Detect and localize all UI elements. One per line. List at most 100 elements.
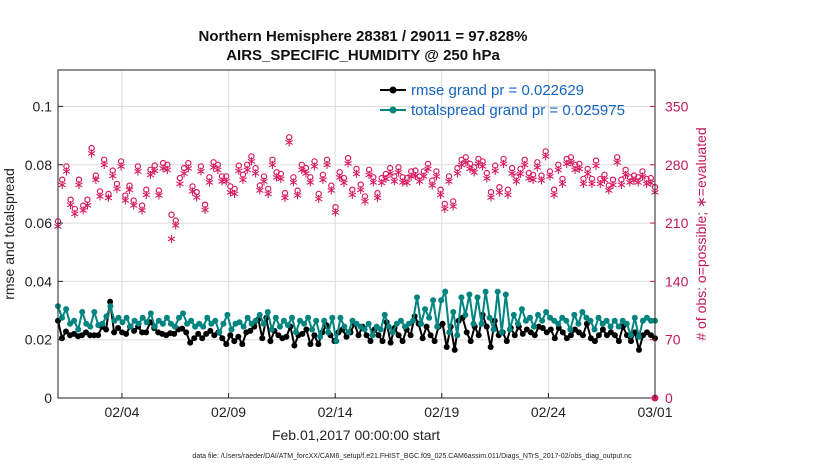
- data-point: [539, 317, 546, 324]
- evaluated-obs-marker: ∗: [393, 165, 404, 180]
- x-tick-label: 02/14: [318, 404, 353, 420]
- data-point: [443, 344, 450, 350]
- possible-obs-marker: [67, 196, 74, 203]
- data-point: [502, 291, 509, 298]
- data-point: [410, 317, 416, 324]
- evaluated-obs-marker: ∗: [460, 155, 471, 170]
- evaluated-obs-marker: ∗: [385, 166, 396, 181]
- data-point: [615, 323, 622, 330]
- data-point: [180, 310, 186, 317]
- evaluated-obs-marker: ∗: [536, 174, 547, 189]
- data-point: [591, 338, 598, 345]
- data-point: [571, 311, 578, 318]
- series-layer: ∗∗∗∗∗∗∗∗∗∗∗∗∗∗∗∗∗∗∗∗∗∗∗∗∗∗∗∗∗∗∗∗∗∗∗∗∗∗∗∗…: [53, 134, 660, 402]
- data-point: [510, 311, 517, 318]
- evaluated-obs-marker: ∗: [158, 161, 169, 176]
- possible-obs-marker: [269, 156, 276, 163]
- possible-obs-marker: [189, 183, 196, 190]
- data-point: [482, 288, 489, 295]
- data-point: [179, 325, 186, 332]
- data-point: [567, 332, 574, 339]
- data-point: [240, 323, 247, 330]
- data-point: [299, 330, 306, 337]
- data-point: [305, 314, 312, 321]
- data-point: [389, 329, 396, 336]
- possible-obs-marker: [281, 189, 289, 197]
- possible-obs-marker: [622, 166, 629, 173]
- data-point: [599, 326, 606, 333]
- data-point: [143, 319, 150, 326]
- data-point: [315, 341, 322, 348]
- legend-spread-label: totalspread grand pr = 0.025975: [411, 102, 625, 119]
- data-point: [107, 298, 114, 305]
- data-point: [95, 332, 102, 339]
- data-point: [619, 317, 626, 324]
- evaluated-obs-marker: ∗: [494, 185, 505, 200]
- possible-obs-marker: [92, 172, 100, 179]
- possible-obs-marker: [75, 176, 83, 183]
- data-point: [450, 309, 457, 315]
- evaluated-obs-marker: ∗: [296, 163, 307, 178]
- possible-obs-marker: [445, 173, 453, 180]
- possible-obs-marker: [361, 193, 369, 200]
- data-point: [111, 329, 118, 336]
- data-point: [317, 333, 324, 340]
- possible-obs-marker: [206, 174, 213, 181]
- possible-obs-marker: [105, 190, 112, 198]
- data-point: [333, 338, 340, 345]
- legend-rmse-marker: [389, 86, 397, 94]
- possible-obs-marker: [130, 197, 137, 204]
- evaluated-obs-marker: ∗: [116, 160, 127, 175]
- data-point: [466, 291, 473, 298]
- evaluated-obs-marker: ∗: [338, 176, 349, 191]
- data-point: [131, 327, 138, 334]
- evaluated-obs-marker: ∗: [427, 179, 438, 194]
- data-point: [235, 333, 242, 340]
- possible-obs-marker: [365, 166, 373, 173]
- evaluated-obs-marker: ∗: [82, 199, 93, 214]
- data-point: [490, 326, 497, 333]
- evaluated-obs-marker: ∗: [359, 195, 370, 210]
- data-point: [414, 294, 420, 301]
- possible-obs-marker: [298, 161, 305, 168]
- data-point: [635, 333, 642, 340]
- data-point: [636, 346, 642, 353]
- evaluated-obs-marker: ∗: [179, 166, 190, 181]
- possible-obs-marker: [487, 188, 495, 196]
- data-point: [607, 323, 614, 330]
- series-totalspread: [55, 287, 658, 345]
- evaluated-obs-marker: ∗: [511, 175, 522, 190]
- data-point: [595, 314, 602, 321]
- evaluated-obs-marker: ∗: [372, 191, 383, 206]
- possible-obs-marker: [424, 160, 432, 168]
- evaluated-obs-marker: ∗: [423, 162, 434, 177]
- data-point: [611, 317, 618, 324]
- data-point: [297, 317, 303, 324]
- possible-obs-marker: [534, 159, 541, 166]
- possible-obs-marker: [500, 155, 507, 163]
- evaluated-obs-marker: ∗: [397, 175, 408, 190]
- possible-obs-marker: [138, 202, 146, 209]
- evaluated-obs-marker: ∗: [149, 164, 160, 179]
- evaluated-obs-marker: ∗: [490, 164, 501, 179]
- data-file-footer: data file: /Users/raeder/DAI/ATM_forcXX/…: [192, 453, 632, 460]
- possible-obs-marker: [391, 173, 398, 180]
- possible-obs-marker: [508, 164, 516, 172]
- data-point: [307, 341, 314, 348]
- data-point: [272, 314, 279, 321]
- evaluated-obs-marker: ∗: [376, 176, 387, 191]
- data-point: [119, 319, 126, 326]
- evaluated-obs-marker: ∗: [565, 155, 576, 170]
- legend: rmse grand pr = 0.022629 totalspread gra…: [380, 82, 625, 119]
- data-point: [228, 326, 235, 333]
- data-point: [309, 326, 316, 333]
- data-point: [446, 329, 453, 336]
- possible-obs-marker: [517, 165, 524, 173]
- data-point: [439, 320, 446, 327]
- possible-obs-marker: [647, 174, 655, 182]
- evaluated-obs-marker: ∗: [477, 160, 488, 175]
- possible-obs-marker: [466, 160, 474, 168]
- possible-obs-marker: [592, 157, 600, 164]
- data-point: [375, 332, 382, 339]
- evaluated-obs-marker: ∗: [410, 169, 421, 184]
